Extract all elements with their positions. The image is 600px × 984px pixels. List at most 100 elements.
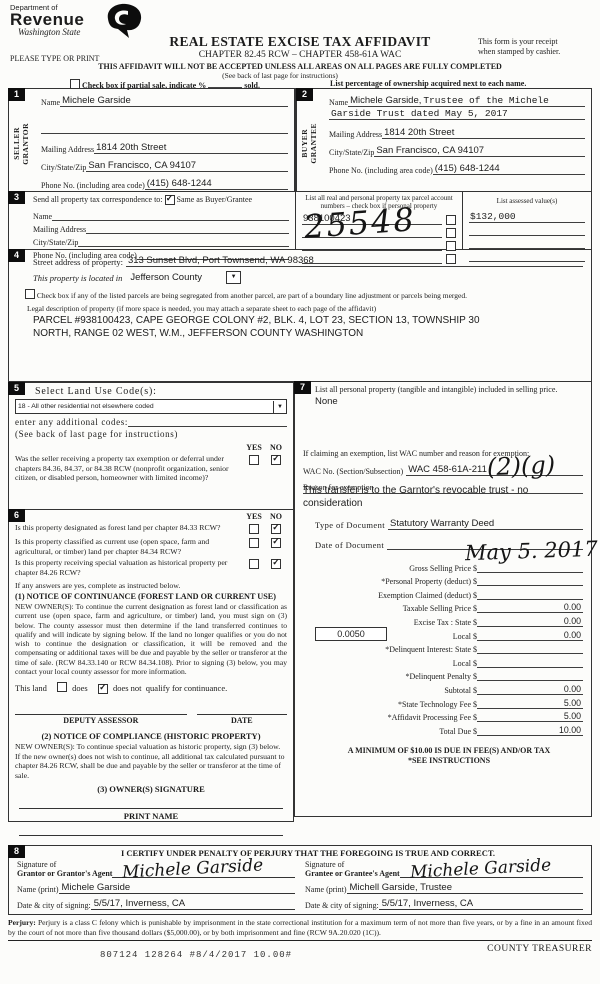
- q6a-no-checkbox[interactable]: ✓: [271, 522, 281, 534]
- seller-phone-field[interactable]: (415) 648-1244: [144, 178, 288, 190]
- historic-question: Is this property receiving special valua…: [15, 557, 281, 577]
- segregated-checkbox[interactable]: [25, 289, 35, 299]
- exemption-claimed-field[interactable]: [477, 589, 583, 600]
- personal-property-checkbox-4[interactable]: [446, 254, 456, 264]
- land-use-dropdown[interactable]: 18 - All other residential not elsewhere…: [15, 399, 287, 414]
- grantee-signature-field[interactable]: Michele Garside: [399, 855, 583, 883]
- grantor-print-name-field[interactable]: Michele Garside: [58, 882, 295, 894]
- print-name-field[interactable]: [19, 821, 283, 837]
- county-dropdown[interactable]: ▼: [226, 271, 242, 284]
- affidavit-processing-fee-field[interactable]: 5.00: [477, 711, 583, 723]
- seller-address-row: Mailing Address 1814 20th Street: [41, 142, 288, 154]
- corr-city-field[interactable]: [78, 236, 289, 247]
- excise-tax-local-field[interactable]: 0.00: [477, 630, 583, 641]
- parcel-row-2: [302, 228, 456, 238]
- fee-row-excise-tax-state: Excise Tax : State $ 0.00: [413, 615, 583, 627]
- assessed-field-1[interactable]: $132,000: [469, 211, 585, 223]
- dor-logo: Department of Revenue Washington State: [10, 3, 160, 38]
- corr-phone-field[interactable]: [136, 249, 289, 260]
- grantee-date-field[interactable]: 5/5/17, Inverness, CA: [378, 898, 583, 910]
- q6a-yes-checkbox[interactable]: [249, 524, 259, 534]
- q6c-yes-checkbox[interactable]: [249, 559, 259, 569]
- parcel-field-4[interactable]: [302, 254, 442, 264]
- doc-date-field[interactable]: May 5. 2017: [387, 537, 598, 565]
- form-header: Department of Revenue Washington State R…: [0, 0, 600, 90]
- grantor-signature-row: Signature of Grantor or Grantor's Agent …: [17, 855, 295, 883]
- state-technology-fee-field[interactable]: 5.00: [477, 698, 583, 709]
- seller-city-field[interactable]: San Francisco, CA 94107: [86, 160, 288, 172]
- notice-compliance-body: NEW OWNER(S): To continue special valuat…: [15, 742, 285, 780]
- total-due-field[interactable]: 10.00: [477, 725, 583, 736]
- assessed-row-2: [469, 226, 585, 236]
- delinquent-interest-local-field[interactable]: [477, 657, 583, 668]
- handwritten-parcel-number: 25548: [302, 200, 417, 246]
- assessed-field-2[interactable]: [469, 226, 585, 236]
- notice-compliance-title: (2) NOTICE OF COMPLIANCE (HISTORIC PROPE…: [41, 731, 261, 742]
- corr-address-field[interactable]: [86, 223, 289, 234]
- parcel-row-3: [302, 241, 456, 251]
- buyer-address-row: Mailing Address 1814 20th Street: [329, 127, 585, 139]
- does-not-checkbox[interactable]: ✓: [97, 682, 108, 695]
- property-section: 4 Street address of property: 313 Sunset…: [8, 249, 592, 382]
- q6b-yes-checkbox[interactable]: [249, 538, 259, 548]
- buyer-phone-field[interactable]: (415) 648-1244: [432, 163, 585, 175]
- grantee-print-name-field[interactable]: Michell Garside, Trustee: [346, 882, 583, 894]
- street-address-field[interactable]: 313 Sunset Blvd, Port Townsend, WA 98368: [125, 255, 583, 267]
- corr-name-field[interactable]: [52, 210, 289, 221]
- section-5-number: 5: [8, 382, 25, 395]
- personal-property-checkbox-3[interactable]: [446, 241, 456, 251]
- q6c-no-checkbox[interactable]: ✓: [271, 557, 281, 569]
- local-rate-box[interactable]: 0.0050: [315, 626, 387, 641]
- personal-property-checkbox-2[interactable]: [446, 228, 456, 238]
- section-3-number: 3: [8, 191, 25, 204]
- subtotal-field[interactable]: 0.00: [477, 684, 583, 695]
- grantor-date-field[interactable]: 5/5/17, Inverness, CA: [90, 898, 295, 910]
- assessed-field-4[interactable]: [469, 252, 585, 262]
- buyer-name-field-2[interactable]: Garside Trust dated May 5, 2017: [329, 108, 585, 120]
- taxable-selling-price-field[interactable]: 0.00: [477, 602, 583, 614]
- percent-field[interactable]: [208, 87, 243, 88]
- delinquent-penalty-field[interactable]: [477, 670, 583, 682]
- personal-property-checkbox-1[interactable]: [446, 215, 456, 225]
- delinquent-interest-state-field[interactable]: [477, 643, 583, 655]
- grantor-signature-field[interactable]: Michele Garside: [112, 855, 295, 883]
- assessed-field-3[interactable]: [469, 239, 585, 249]
- parcel-field-1[interactable]: 938100423: [302, 213, 442, 225]
- land-designation-section: 6 YES NO Is this property designated as f…: [8, 509, 294, 837]
- land-use-section: 5 Select Land Use Code(s): 18 - All othe…: [8, 382, 294, 510]
- fee-row-delinquent-interest-local: Local $: [315, 654, 583, 668]
- yes-no-header-6: YES NO: [246, 512, 282, 521]
- parcel-field-3[interactable]: [302, 241, 442, 251]
- deputy-assessor-field[interactable]: [15, 704, 187, 716]
- certify-statement: I CERTIFY UNDER PENALTY OF PERJURY THAT …: [120, 848, 495, 858]
- seller-name-field[interactable]: Michele Garside: [60, 95, 288, 107]
- wac-number-field[interactable]: WAC 458-61A-211: [406, 464, 583, 476]
- same-as-buyer-checkbox[interactable]: ✓: [164, 193, 175, 205]
- buyer-address-field[interactable]: 1814 20th Street: [382, 127, 585, 139]
- does-checkbox[interactable]: [57, 682, 67, 693]
- buyer-name-row-2: Garside Trust dated May 5, 2017: [329, 108, 585, 120]
- buyer-name-field[interactable]: Michele Garside, Trustee of the Michele: [348, 95, 585, 107]
- corr-phone-row: Phone No. (including area code): [33, 249, 289, 260]
- assessed-row-4: [469, 252, 585, 262]
- assessor-date-field[interactable]: [196, 704, 287, 716]
- seller-name-field-2[interactable]: [41, 123, 288, 134]
- cashier-stamp: 807124 128264 #8/4/2017 10.00#: [100, 950, 293, 960]
- seller-address-field[interactable]: 1814 20th Street: [94, 142, 288, 154]
- doc-type-field[interactable]: Statutory Warranty Deed: [388, 518, 583, 530]
- wac-row: WAC No. (Section/Subsection) WAC 458-61A…: [303, 451, 583, 481]
- buyer-city-field[interactable]: San Francisco, CA 94107: [374, 145, 585, 157]
- land-use-dropdown-arrow-icon[interactable]: ▼: [273, 400, 286, 413]
- logo-state-text: Washington State: [18, 27, 81, 37]
- personal-property-deduct-field[interactable]: [477, 575, 583, 587]
- additional-codes-field[interactable]: [127, 426, 287, 427]
- buyer-grantee-label: BUYER GRANTEE: [300, 123, 318, 164]
- q5-yes-checkbox[interactable]: [249, 455, 259, 465]
- owner-signature-field[interactable]: [19, 794, 283, 810]
- q6b-no-checkbox[interactable]: ✓: [271, 536, 281, 548]
- parcel-field-2[interactable]: [302, 228, 442, 238]
- excise-tax-state-field[interactable]: 0.00: [477, 616, 583, 627]
- gross-selling-price-field[interactable]: [477, 562, 583, 573]
- grantor-signature-block: Signature of Grantor or Grantor's Agent …: [17, 855, 305, 910]
- q5-no-checkbox[interactable]: ✓: [271, 453, 281, 465]
